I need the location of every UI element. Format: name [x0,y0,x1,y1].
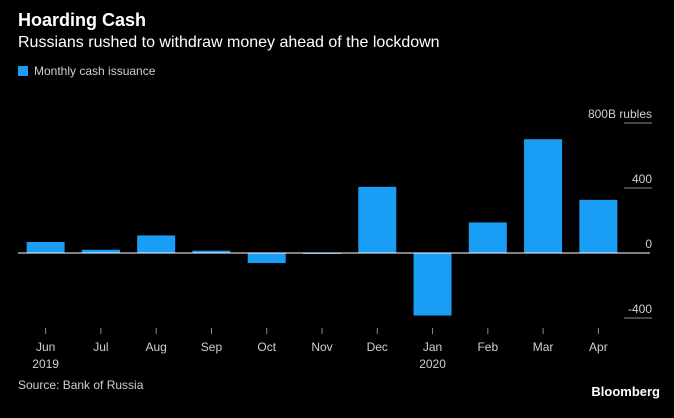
x-tick-label-jun: Jun [36,340,55,354]
source-note: Source: Bank of Russia [18,378,144,392]
chart-title: Hoarding Cash [18,10,147,30]
x-year-label: 2019 [32,357,59,371]
y-tick-label: -400 [628,302,652,316]
bar-jul [81,249,120,253]
x-tick-label-sep: Sep [201,340,223,354]
x-tick-label-aug: Aug [146,340,167,354]
x-tick-label-mar: Mar [533,340,554,354]
bar-mar [524,139,563,253]
bar-jan [413,253,452,316]
bar-aug [137,235,176,253]
y-tick-label: 800B rubles [588,107,652,121]
x-tick-label-jul: Jul [93,340,108,354]
x-tick-label-apr: Apr [589,340,608,354]
x-year-label: 2020 [419,357,446,371]
x-tick-label-nov: Nov [311,340,332,354]
legend: Monthly cash issuance [18,64,155,78]
x-tick-label-jan: Jan [423,340,442,354]
bar-dec [358,186,397,253]
bar-jun [26,241,65,253]
legend-swatch [18,66,28,76]
bar-apr [579,199,618,253]
chart-subtitle: Russians rushed to withdraw money ahead … [18,34,440,51]
bar-feb [468,222,507,253]
y-tick-label: 400 [632,172,652,186]
x-tick-label-oct: Oct [257,340,276,354]
x-tick-label-dec: Dec [367,340,388,354]
bar-oct [247,253,286,264]
y-tick-label: 0 [645,237,652,251]
bloomberg-logo: Bloomberg [591,384,660,399]
bar-sep [192,250,231,253]
x-tick-label-feb: Feb [477,340,498,354]
legend-label: Monthly cash issuance [34,64,156,78]
